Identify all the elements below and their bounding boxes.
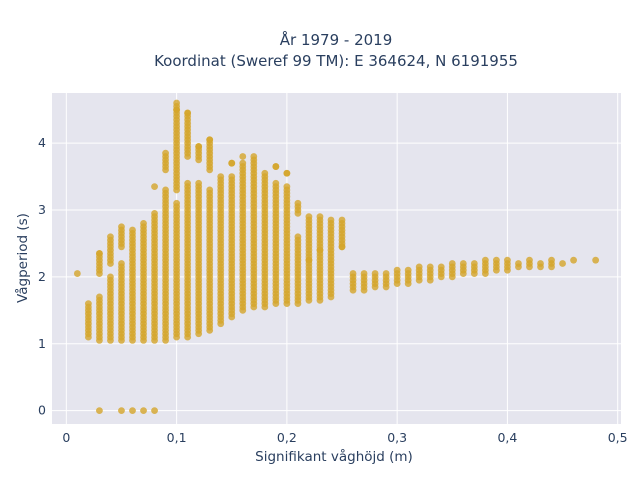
data-point [316,246,324,254]
data-point [272,163,280,170]
data-point [118,223,125,231]
data-point [481,256,489,264]
data-point [118,407,125,415]
x-tick-label: 0,5 [608,430,628,445]
data-point [239,159,247,167]
data-point [206,186,214,194]
data-point [305,256,313,264]
x-tick-label: 0 [62,430,70,445]
y-axis-ticks: 0 1 2 3 4 [38,135,46,417]
data-point [217,173,225,180]
data-point [393,266,401,274]
data-point [294,233,302,241]
data-point [107,233,114,241]
data-point [173,199,181,207]
data-point [195,179,203,187]
data-point [570,256,577,264]
chart-title: År 1979 - 2019 [280,30,393,49]
data-point [129,226,136,234]
data-point [239,153,247,160]
data-point [272,179,280,187]
data-point [96,293,103,301]
data-point [173,99,181,107]
data-point [107,273,114,281]
data-point [448,260,456,267]
data-point [559,260,566,267]
data-point [470,260,478,267]
data-point [371,270,379,277]
data-point [228,173,236,180]
data-point [294,199,302,207]
data-point [592,256,600,264]
data-points [73,99,600,415]
data-point [151,407,158,415]
data-point [250,153,258,160]
data-point [96,407,103,415]
data-point [426,263,434,271]
data-point [537,260,544,267]
data-point [316,213,324,221]
data-point [261,169,269,177]
data-point [437,263,445,271]
y-axis-title: Vågperiod (s) [14,213,31,303]
data-point [526,256,533,264]
data-point [73,270,81,277]
data-point [140,407,147,415]
data-point [305,213,313,221]
x-tick-label: 0,2 [277,430,297,445]
data-point [504,256,511,264]
data-point [151,183,158,191]
x-axis-title: Signifikant våghöjd (m) [255,448,413,465]
y-tick-label: 3 [38,202,46,217]
data-point [228,159,236,167]
data-point [382,270,390,277]
data-point [173,106,181,114]
data-point [162,186,169,194]
y-tick-label: 4 [38,135,46,150]
data-point [327,216,335,224]
data-point [349,270,357,277]
y-tick-label: 1 [38,336,46,351]
data-point [338,243,346,251]
data-point [84,300,92,308]
data-point [360,270,368,277]
data-point [492,256,500,264]
x-axis-ticks: 0 0,1 0,2 0,3 0,4 0,5 [62,430,627,445]
x-tick-label: 0,1 [167,430,187,445]
data-point [140,219,147,227]
data-point [206,136,214,144]
data-point [96,250,103,257]
x-tick-label: 0,3 [387,430,407,445]
plot-background [52,93,621,424]
data-point [459,260,467,267]
data-point [283,183,291,191]
data-point [195,143,203,150]
data-point [548,256,555,264]
data-point [338,216,346,224]
data-point [515,260,522,267]
y-tick-label: 2 [38,269,46,284]
data-point [118,260,125,267]
data-point [184,179,192,187]
chart-subtitle: Koordinat (Sweref 99 TM): E 364624, N 61… [154,52,518,70]
data-point [404,266,412,274]
data-point [151,209,158,217]
data-point [129,407,136,415]
data-point [283,169,291,177]
x-tick-label: 0,4 [497,430,517,445]
y-tick-label: 0 [38,403,46,418]
data-point [184,109,192,117]
data-point [162,149,169,157]
data-point [415,263,423,271]
